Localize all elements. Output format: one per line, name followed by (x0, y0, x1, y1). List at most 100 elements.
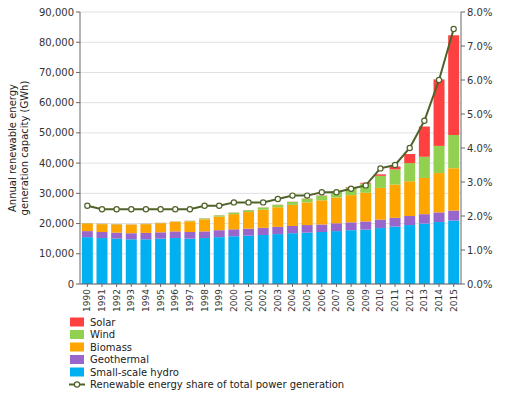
y2-tick-label: 0.0% (467, 279, 492, 290)
x-tick (336, 284, 337, 287)
bar-segment (419, 127, 430, 157)
bar-segment (375, 228, 386, 284)
x-tick (292, 284, 293, 287)
bar-segment (272, 227, 283, 234)
bar-segment (434, 173, 445, 212)
bar-segment (287, 202, 298, 205)
bar-segment (82, 224, 93, 232)
bar-segment (140, 223, 151, 224)
bar-segment (272, 204, 283, 205)
y-tick-label: 30,000 (39, 188, 74, 199)
bar-segment (404, 216, 415, 225)
line-marker (99, 207, 104, 212)
x-tick (101, 284, 102, 287)
bar-segment (96, 223, 107, 224)
grid-line (80, 132, 461, 133)
bar-segment (82, 223, 93, 224)
line-marker (451, 26, 456, 31)
y-axis-label-line: Annual renewable energy (7, 84, 18, 212)
x-tick (453, 284, 454, 287)
x-tick-label: 2000 (229, 289, 239, 312)
y2-tick (461, 284, 465, 285)
bar-segment (419, 214, 430, 223)
line-marker (158, 207, 163, 212)
bar-segment (126, 224, 137, 225)
bar-segment (316, 232, 327, 284)
bar-segment (184, 220, 195, 221)
x-tick-label: 2005 (302, 289, 312, 312)
bar-segment (170, 221, 181, 222)
y-axis-line (80, 12, 81, 284)
x-tick (307, 284, 308, 287)
grid (80, 12, 461, 284)
bar-segment (96, 224, 107, 232)
bar-segment (346, 230, 357, 284)
bar-segment (360, 230, 371, 284)
bar-segment (170, 238, 181, 284)
x-tick-label: 2015 (449, 289, 459, 312)
bar-segment (258, 228, 269, 235)
bar-segment (360, 184, 371, 193)
plot-area (82, 26, 459, 284)
y-tick-label: 0 (68, 279, 74, 290)
bar-segment (184, 232, 195, 239)
grid-line (80, 102, 461, 103)
x-tick (365, 284, 366, 287)
y2-tick (461, 114, 465, 115)
bar-segment (316, 200, 327, 224)
bar-segment (390, 218, 401, 227)
y2-tick (461, 80, 465, 81)
line-marker (231, 200, 236, 205)
grid-line (80, 284, 461, 285)
y-tick-label: 60,000 (39, 97, 74, 108)
bar-segment (390, 169, 401, 184)
bar-segment (302, 225, 313, 233)
bar-segment (214, 230, 225, 237)
x-tick (409, 284, 410, 287)
x-tick-label: 2012 (405, 289, 415, 312)
y2-tick-label: 5.0% (467, 109, 492, 120)
bar-segment (258, 210, 269, 228)
y-tick (76, 163, 80, 164)
y-tick-label: 90,000 (39, 7, 74, 18)
bar-segment (272, 234, 283, 284)
bar-segment (448, 221, 459, 284)
x-tick (131, 284, 132, 287)
y-tick-label: 70,000 (39, 67, 74, 78)
legend-label: Solar (90, 317, 116, 328)
bar-segment (404, 163, 415, 181)
bar-segment (419, 178, 430, 214)
bar-segment (228, 229, 239, 236)
bar-segment (184, 220, 195, 222)
y-tick (76, 193, 80, 194)
x-tick (248, 284, 249, 287)
x-tick (351, 284, 352, 287)
bar-segment (96, 238, 107, 284)
bar-segment (111, 239, 122, 284)
y2-tick-label: 6.0% (467, 75, 492, 86)
bar-segment (302, 233, 313, 284)
grid-line (80, 12, 461, 13)
x-tick-label: 2014 (434, 289, 444, 312)
bar-segment (111, 224, 122, 225)
bar-segment (448, 135, 459, 168)
bar-segment (82, 237, 93, 284)
x-tick (439, 284, 440, 287)
bar-segment (375, 176, 386, 188)
bar-segment (199, 219, 210, 231)
line-marker (378, 166, 383, 171)
x-tick-label: 1995 (156, 289, 166, 312)
bar-segment (243, 236, 254, 284)
legend-label: Geothermal (90, 354, 149, 365)
y-tick (76, 223, 80, 224)
line-marker (217, 203, 222, 208)
bar-segment (243, 210, 254, 212)
line-marker (114, 207, 119, 212)
bar-segment (419, 224, 430, 284)
line-marker (202, 203, 207, 208)
x-axis-line (80, 284, 461, 285)
y-tick-label: 10,000 (39, 248, 74, 259)
grid-line (80, 72, 461, 73)
x-tick-label: 1992 (112, 289, 122, 312)
bar-segment (214, 215, 225, 216)
